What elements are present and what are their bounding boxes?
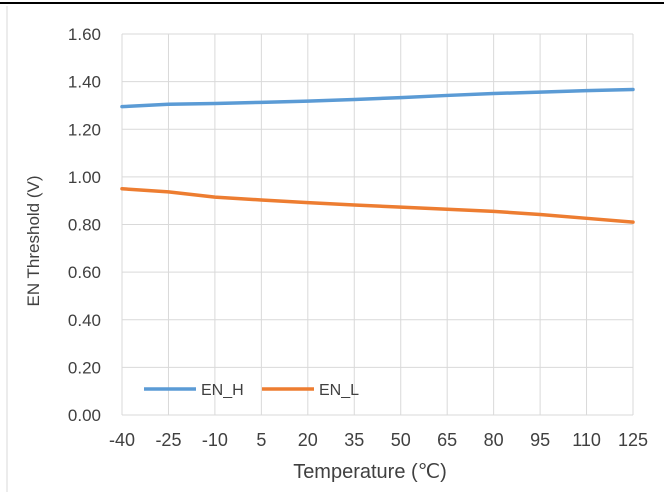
y-tick-label: 0.40	[68, 311, 101, 330]
x-tick-label: -25	[155, 430, 181, 450]
legend-label: EN_L	[319, 382, 359, 399]
x-tick-label: -10	[202, 430, 228, 450]
series-lines	[120, 87, 635, 224]
series-line-en-h	[120, 87, 635, 109]
y-tick-label: 0.20	[68, 358, 101, 377]
x-tick-label: 50	[391, 430, 411, 450]
x-tick-label: 110	[572, 430, 601, 450]
legend: EN_H EN_L	[144, 382, 359, 399]
y-tick-label: 1.60	[68, 25, 101, 44]
x-tick-label: 125	[618, 430, 648, 450]
legend-label: EN_H	[201, 382, 244, 399]
y-tick-labels: 0.00 0.20 0.40 0.60 0.80 1.00 1.20 1.40 1.60	[68, 25, 101, 425]
y-tick-label: 0.60	[68, 263, 101, 282]
x-axis-label: Temperature (℃)	[293, 461, 447, 483]
y-tick-label: 1.40	[68, 73, 101, 92]
x-tick-label: 35	[344, 430, 364, 450]
series-line-en-l	[120, 187, 635, 224]
y-tick-label: 1.00	[68, 168, 101, 187]
x-tick-label: 80	[484, 430, 504, 450]
grid	[121, 33, 634, 416]
x-tick-label: 65	[437, 430, 457, 450]
y-tick-label: 1.20	[68, 120, 101, 139]
y-tick-label: 0.80	[68, 216, 101, 235]
y-axis-label: EN Threshold (V)	[24, 175, 43, 306]
x-tick-label: 95	[530, 430, 550, 450]
x-tick-label: 20	[298, 430, 318, 450]
x-tick-labels: -40 -25 -10 5 20 35 50 65 80 95 110 125	[109, 430, 648, 450]
x-tick-label: 5	[256, 430, 266, 450]
x-tick-label: -40	[109, 430, 135, 450]
y-tick-label: 0.00	[68, 406, 101, 425]
